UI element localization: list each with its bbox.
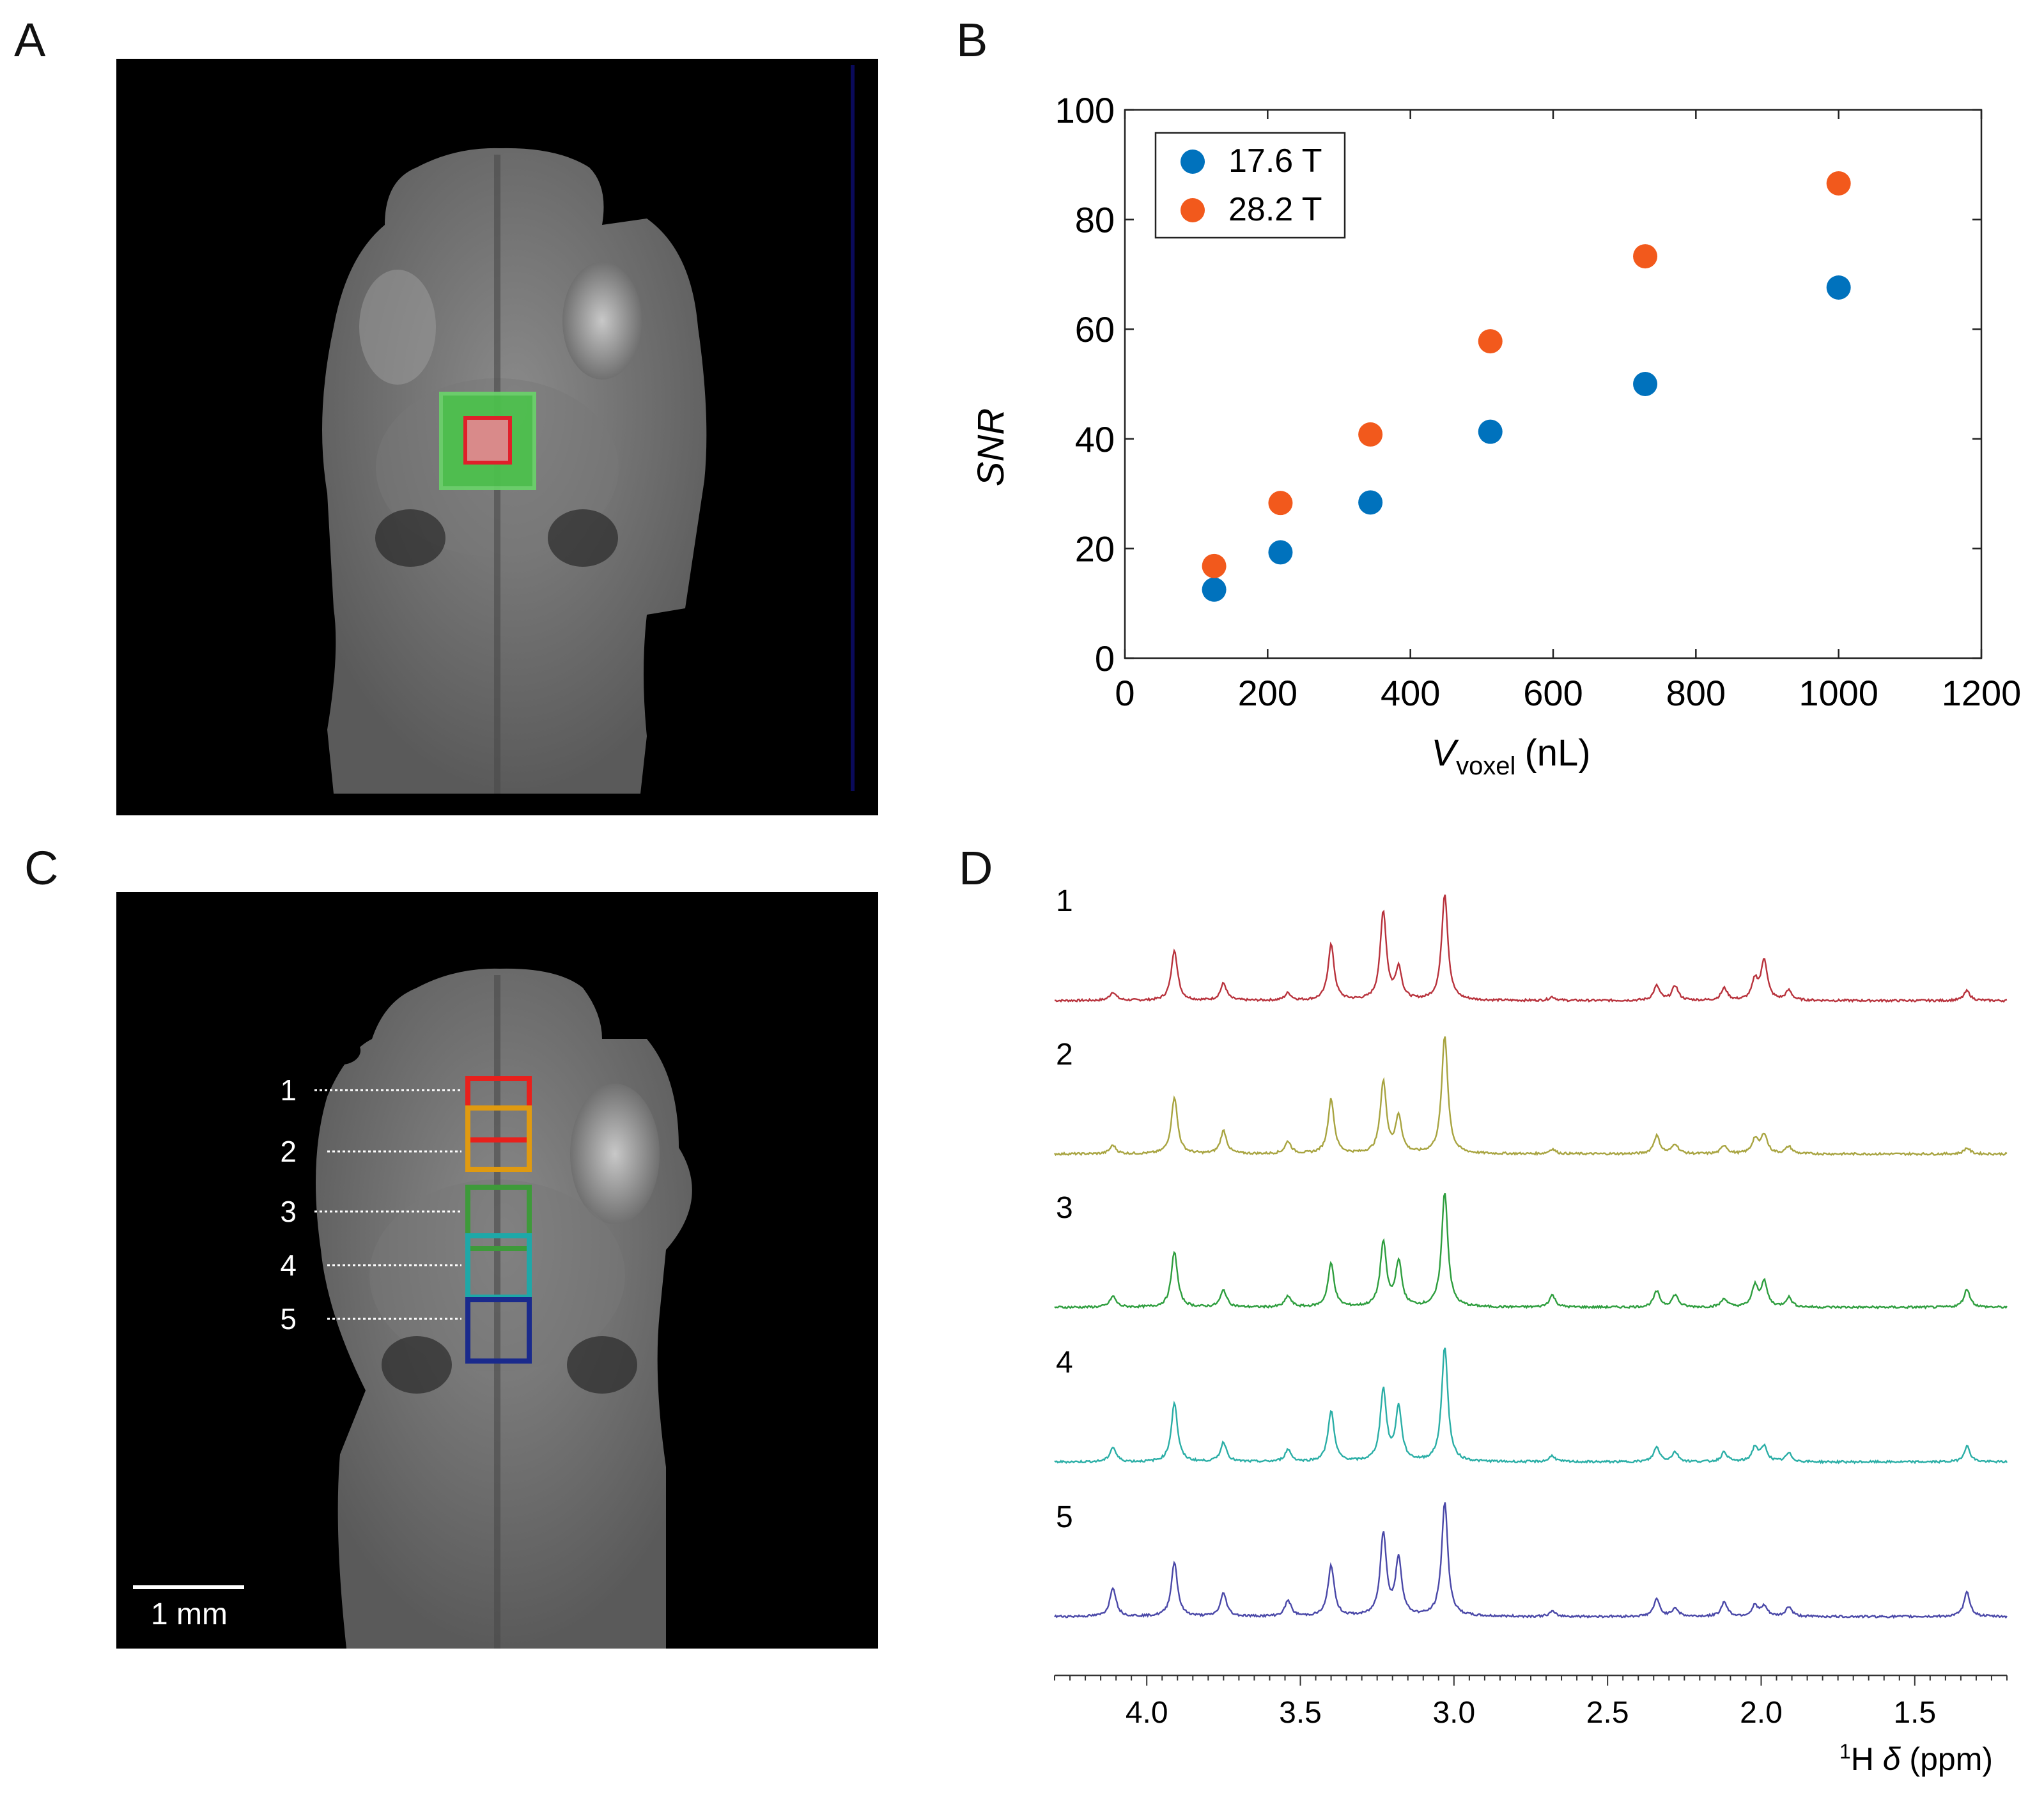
point-282 xyxy=(1358,422,1383,447)
x-tick-label: 200 xyxy=(1238,673,1297,713)
eye-right-c xyxy=(570,1084,660,1224)
spectrum-label-3: 3 xyxy=(1056,1191,1073,1225)
ppm-tick-label: 3.5 xyxy=(1279,1696,1322,1730)
voxel-label-2: 2 xyxy=(280,1135,297,1168)
voxel-box-5 xyxy=(465,1297,532,1364)
ppm-tick-label: 3.0 xyxy=(1432,1696,1475,1730)
ppm-tick-label: 4.0 xyxy=(1126,1696,1168,1730)
spectra-chart: 1 2 3 4 5 4.0 3.5 3.0 2.5 2.0 1.5 1H δ (ppm) xyxy=(1054,884,2008,1777)
legend-label-282: 28.2 T xyxy=(1228,191,1322,228)
spectrum-4 xyxy=(1054,1347,2008,1465)
legend-marker-282 xyxy=(1181,198,1205,222)
ppm-tick-label: 2.0 xyxy=(1740,1696,1783,1730)
snr-chart: 0 200 400 600 800 1000 1200 0 20 40 60 80 100 17.6 T… xyxy=(970,90,2022,780)
x-tick-label: 1000 xyxy=(1799,673,1878,713)
point-176 xyxy=(1633,372,1658,396)
y-tick-label: 100 xyxy=(1055,90,1115,130)
snr-points xyxy=(1202,171,1851,602)
spectrum-2 xyxy=(1054,1036,2008,1157)
voxel-label-5: 5 xyxy=(280,1302,297,1335)
x-tick-label: 600 xyxy=(1523,673,1583,713)
y-tick-label: 20 xyxy=(1075,528,1115,569)
ppm-tick-label: 2.5 xyxy=(1586,1696,1629,1730)
x-tick-label: 400 xyxy=(1381,673,1440,713)
voxel-label-4: 4 xyxy=(280,1249,297,1282)
x-tick-label: 800 xyxy=(1666,673,1726,713)
spectrum-1 xyxy=(1054,894,2008,1003)
panel-label-c: C xyxy=(24,842,59,895)
voxel-boxes xyxy=(465,1076,532,1364)
legend-marker-176 xyxy=(1181,150,1205,174)
voxel-label-3: 3 xyxy=(280,1195,297,1228)
ppm-tick-label: 1.5 xyxy=(1893,1696,1936,1730)
mri-image-c-drawing: 1 2 3 4 5 1 mm xyxy=(133,968,692,1649)
y-axis-label: SNR xyxy=(970,408,1012,486)
ear-right-c xyxy=(567,1336,637,1394)
spectrum-label-4: 4 xyxy=(1056,1346,1073,1380)
spectrum-label-2: 2 xyxy=(1056,1038,1073,1072)
scale-bar-label: 1 mm xyxy=(151,1597,228,1631)
mri-image-c: 1 2 3 4 5 1 mm xyxy=(116,892,878,1649)
ppm-axis-label: 1H δ (ppm) xyxy=(1839,1740,1993,1777)
snr-axes: 0 200 400 600 800 1000 1200 0 20 40 60 80 100 xyxy=(1055,90,2022,713)
point-282 xyxy=(1202,553,1227,578)
y-tick-label: 80 xyxy=(1075,200,1115,240)
point-176 xyxy=(1478,419,1503,444)
spectra-traces: 1 2 3 4 5 xyxy=(1054,884,2008,1619)
point-176 xyxy=(1202,577,1227,602)
x-tick-label: 1200 xyxy=(1942,673,2022,713)
panel-label-d: D xyxy=(959,842,993,895)
y-tick-label: 60 xyxy=(1075,309,1115,350)
nasal-gap xyxy=(322,1036,360,1065)
spectrum-5 xyxy=(1054,1502,2008,1619)
point-282 xyxy=(1633,244,1658,269)
x-axis-label: Vvoxel (nL) xyxy=(1431,732,1590,780)
point-176 xyxy=(1268,540,1293,565)
voxel-label-1: 1 xyxy=(280,1073,297,1107)
ppm-axis: 4.0 3.5 3.0 2.5 2.0 1.5 xyxy=(1054,1674,2008,1730)
voxel-box-3 xyxy=(465,1185,532,1251)
mri-image-a-drawing xyxy=(322,65,855,794)
x-tick-label: 0 xyxy=(1115,673,1134,713)
snr-legend: 17.6 T 28.2 T xyxy=(1154,132,1346,239)
spectrum-label-5: 5 xyxy=(1056,1500,1073,1534)
point-282 xyxy=(1478,329,1503,354)
ear-left-c xyxy=(382,1336,452,1394)
brain-region-left xyxy=(359,270,436,385)
point-176 xyxy=(1826,275,1851,300)
point-176 xyxy=(1358,490,1383,515)
panel-label-a: A xyxy=(14,13,46,66)
spectrum-3 xyxy=(1054,1192,2008,1310)
y-tick-label: 0 xyxy=(1095,638,1115,679)
eye-right xyxy=(562,262,642,380)
point-282 xyxy=(1826,171,1851,196)
y-tick-label: 40 xyxy=(1075,419,1115,459)
point-282 xyxy=(1268,491,1293,516)
panel-label-b: B xyxy=(956,13,988,66)
legend-label-176: 17.6 T xyxy=(1228,142,1322,180)
ear-left xyxy=(375,509,445,567)
roi-inner-box xyxy=(463,416,512,465)
spectrum-label-1: 1 xyxy=(1056,884,1073,918)
mri-image-a xyxy=(116,59,878,815)
voxel-box-2 xyxy=(465,1105,532,1172)
voxel-leader-lines: 1 2 3 4 5 xyxy=(280,1073,461,1335)
ear-right xyxy=(548,509,618,567)
